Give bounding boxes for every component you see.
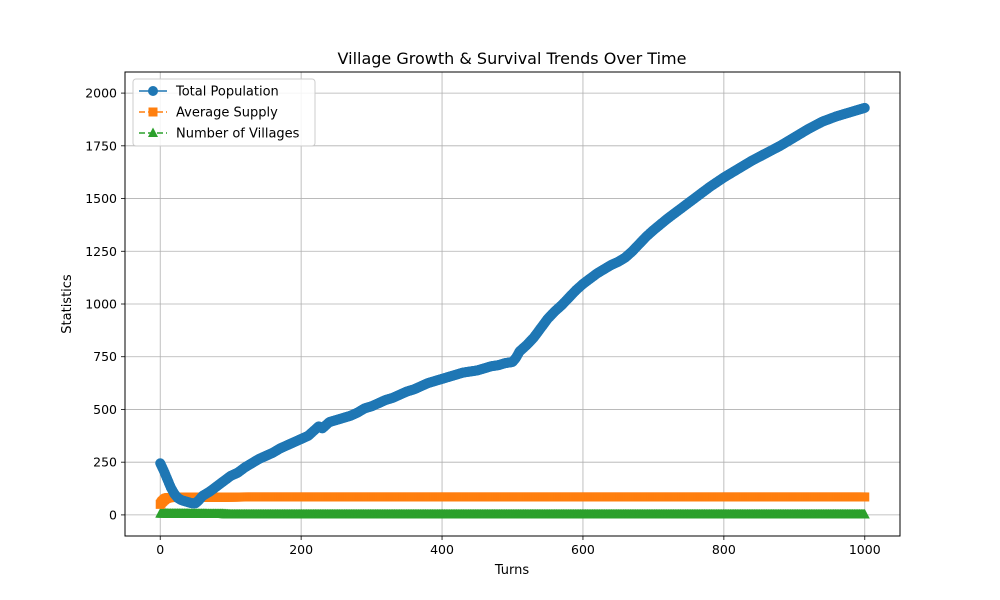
series-line [159, 107, 865, 505]
legend-item: Number of Villages [139, 127, 300, 142]
y-tick-label: 250 [93, 455, 117, 470]
series-layer [155, 102, 870, 519]
y-axis-label: Statistics [60, 274, 75, 334]
x-axis-label: Turns [494, 563, 530, 578]
y-tick-label: 1000 [85, 297, 117, 312]
legend-label: Number of Villages [176, 127, 300, 142]
data-point [859, 102, 870, 113]
x-tick-label: 600 [571, 542, 595, 557]
legend-item: Average Supply [139, 106, 278, 121]
x-tick-label: 200 [289, 542, 313, 557]
series-average-supply [155, 492, 870, 509]
y-tick-label: 500 [93, 402, 117, 417]
series-number-of-villages [155, 508, 870, 519]
y-tick-label: 1250 [85, 244, 117, 259]
ticks: 0 200 400 600 800 1000 0 250 500 750 1000 1250 1500 1… [85, 86, 881, 557]
y-tick-label: 750 [93, 349, 117, 364]
legend-item: Total Population [139, 85, 279, 100]
x-tick-label: 0 [156, 542, 164, 557]
data-point [860, 492, 870, 502]
series-total-population [155, 102, 870, 509]
legend-box [132, 78, 316, 147]
legend-label: Total Population [175, 85, 279, 100]
legend-marker [148, 86, 158, 96]
y-tick-label: 1750 [85, 138, 117, 153]
x-tick-label: 400 [430, 542, 454, 557]
y-tick-label: 2000 [85, 86, 117, 101]
legend-marker [148, 127, 158, 137]
x-tick-label: 800 [712, 542, 736, 557]
data-point [859, 508, 870, 519]
x-tick-label: 1000 [849, 542, 881, 557]
legend-marker [148, 107, 158, 117]
y-tick-label: 1500 [85, 191, 117, 206]
legend: Total Population Average Supply Number of … [132, 78, 316, 147]
legend-label: Average Supply [176, 106, 278, 121]
y-tick-label: 0 [109, 507, 117, 522]
chart-title: Village Growth & Survival Trends Over Ti… [338, 49, 687, 68]
